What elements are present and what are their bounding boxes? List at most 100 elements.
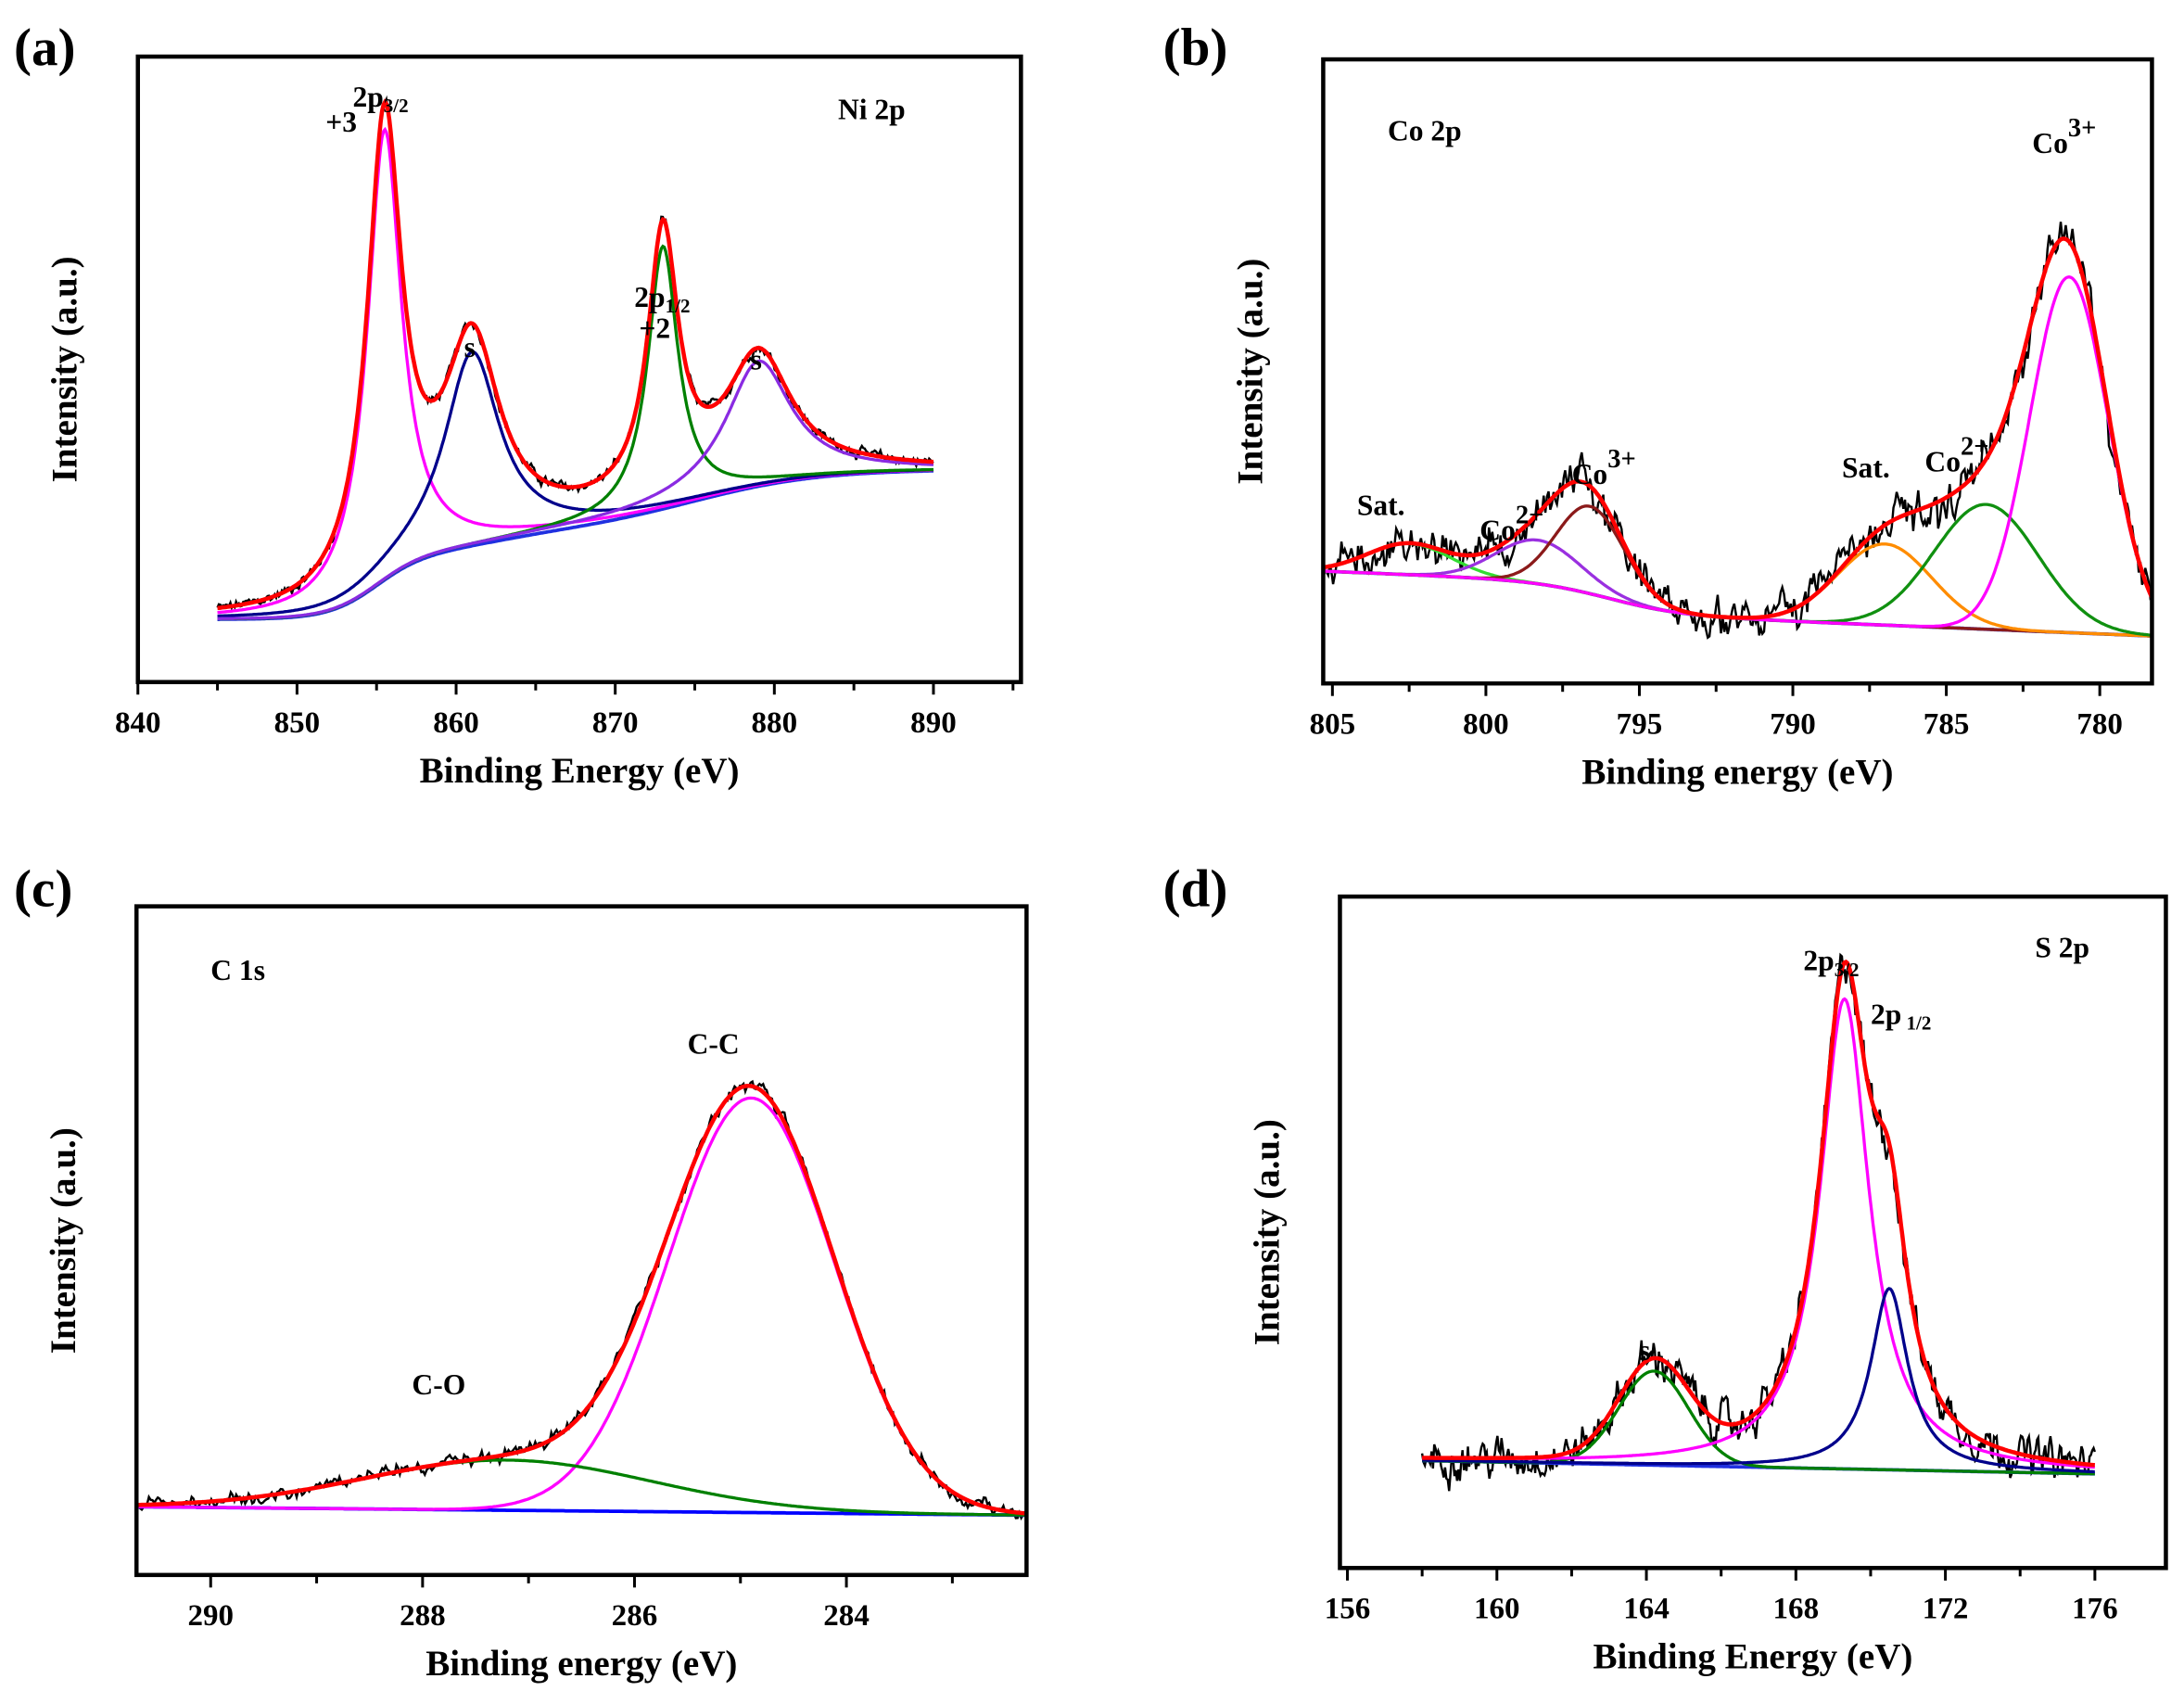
panel-label: (a): [14, 19, 76, 77]
annotation-text: s: [751, 343, 762, 375]
x-tick-label: 172: [1923, 1592, 1969, 1625]
panel-a: 840 850 860 870 880 890 Binding Energy (eV) Int…: [14, 19, 1023, 791]
x-tick-label: 800: [1463, 707, 1509, 741]
annotation-text: Sat.: [1357, 489, 1405, 521]
peak-annotation: Sat.: [1357, 489, 1405, 521]
peak-annotation: Co2+: [1924, 432, 1988, 477]
spectrum-title: S 2p: [2035, 931, 2089, 963]
raw-spectrum-line: [216, 95, 934, 611]
annotation-text: Co: [1924, 445, 1961, 477]
plot-frame: [1321, 57, 2154, 686]
annotation-text: Co: [2032, 127, 2068, 159]
annotation-superscript: 3+: [2068, 114, 2097, 143]
y-axis-title: Intensity (a.u.): [44, 1127, 83, 1354]
component-peak-satellite-2: [217, 359, 934, 620]
peak-annotation: Co2+: [1479, 501, 1543, 546]
x-tick-label: 805: [1310, 707, 1356, 741]
annotation-superscript: 2+: [1961, 432, 1989, 461]
component-peak-2p1-2: [1422, 1287, 2095, 1474]
panel-d: 156 160 164 168 172 176 Binding Energy (eV) Int…: [1163, 860, 2168, 1676]
annotation-subscript: 3/2: [384, 95, 409, 117]
x-tick-label: 795: [1617, 707, 1663, 741]
peak-annotation: Co3+: [2032, 114, 2096, 159]
annotation-text: +2: [639, 312, 670, 345]
x-tick-label: 880: [752, 706, 798, 740]
background-line: [217, 469, 934, 621]
x-tick-label: 780: [2076, 707, 2123, 741]
component-peak-c-c: [136, 1096, 1027, 1516]
annotation-superscript: 3+: [1607, 445, 1636, 474]
x-tick-label: 785: [1924, 707, 1970, 741]
x-tick-label: 850: [274, 706, 321, 740]
component-peak-2p3-2: [1422, 997, 2096, 1469]
peak-annotation: C-C: [688, 1027, 740, 1060]
x-tick-label: 840: [115, 706, 161, 740]
panel-c: 290 288 286 284 Binding energy (eV) Intensity…: [14, 860, 1029, 1684]
x-tick-label: 860: [433, 706, 479, 740]
annotation-subscript: 3/2: [1835, 959, 1860, 981]
y-axis-title: Intensity (a.u.): [45, 256, 85, 482]
peak-annotation: 2p3/2: [352, 81, 408, 117]
annotation-text: Sat.: [1842, 451, 1890, 484]
annotation-text: C-C: [688, 1027, 740, 1060]
panel-label: (d): [1163, 860, 1228, 919]
annotation-text: Co: [1572, 458, 1608, 490]
annotation-subscript: 1/2: [666, 295, 691, 317]
y-axis-title: Intensity (a.u.): [1247, 1119, 1287, 1345]
x-tick-label: 160: [1474, 1592, 1520, 1625]
annotation-text: C-O: [412, 1368, 465, 1401]
x-tick-label: 790: [1770, 707, 1816, 741]
x-tick-label: 164: [1623, 1592, 1670, 1625]
fitted-envelope-line: [136, 1084, 1027, 1516]
x-tick-label: 288: [400, 1599, 446, 1633]
peak-annotation: C-O: [412, 1368, 465, 1401]
x-tick-label: 870: [592, 706, 639, 740]
x-axis-title: Binding energy (eV): [1581, 752, 1893, 792]
fitted-envelope-line: [217, 98, 934, 611]
x-tick-label: 156: [1325, 1592, 1371, 1625]
peak-annotation: s: [464, 331, 476, 363]
x-tick-label: 176: [2072, 1592, 2118, 1625]
peak-annotation: +3: [325, 106, 357, 138]
x-axis-title: Binding energy (eV): [425, 1644, 737, 1684]
peak-annotation: 2p1/2: [634, 281, 690, 317]
annotation-subscript: 1/2: [1901, 1012, 1931, 1035]
panel-label: (c): [14, 860, 72, 919]
plot-frame: [133, 904, 1029, 1578]
x-axis-title: Binding Energy (eV): [420, 751, 740, 791]
annotation-text: 2p: [634, 281, 665, 313]
annotation-text: 2p: [352, 81, 383, 113]
peak-annotation: 2p 1/2: [1871, 998, 1931, 1035]
spectrum-title: Co 2p: [1388, 115, 1462, 147]
annotation-text: +3: [325, 106, 357, 138]
annotation-superscript: 2+: [1516, 501, 1544, 529]
raw-spectrum-line: [135, 1079, 1028, 1521]
x-tick-label: 890: [910, 706, 957, 740]
x-tick-label: 284: [823, 1599, 870, 1633]
fitted-envelope-line: [1422, 959, 2096, 1468]
x-tick-label: 286: [612, 1599, 658, 1633]
plot-frame: [135, 54, 1023, 684]
component-peak-ni3-2p3-2: [217, 126, 934, 615]
peak-annotation: s: [751, 343, 762, 375]
peak-annotation: +2: [639, 312, 670, 345]
component-peak-satellite-1: [217, 350, 934, 618]
x-tick-label: 290: [187, 1599, 234, 1633]
panel-b: 805 800 795 790 785 780 Binding energy (eV) Int…: [1163, 19, 2154, 792]
annotation-text: 2p: [1871, 998, 1901, 1031]
plot-frame: [1338, 894, 2168, 1570]
annotation-text: Co: [1479, 514, 1516, 546]
peak-annotation: Co3+: [1572, 445, 1636, 490]
peak-annotation: 2p3/2: [1803, 945, 1859, 981]
annotation-text: 2p: [1803, 945, 1834, 977]
peak-annotation: Sat.: [1842, 451, 1890, 484]
x-axis-title: Binding Energy (eV): [1593, 1636, 1912, 1676]
x-tick-label: 168: [1773, 1592, 1820, 1625]
spectrum-title: C 1s: [210, 954, 265, 986]
annotation-text: s: [1639, 1334, 1650, 1367]
peak-annotation: s: [1639, 1334, 1650, 1367]
spectrum-title: Ni 2p: [838, 94, 906, 126]
panel-label: (b): [1163, 19, 1228, 77]
fitted-envelope-line: [1323, 236, 2154, 620]
